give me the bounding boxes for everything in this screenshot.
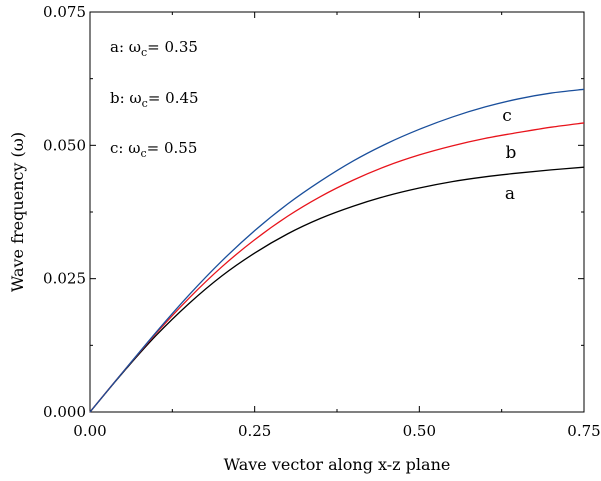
curve-label-c: c bbox=[502, 106, 512, 126]
legend-entry-c: c: ωc= 0.55 bbox=[110, 139, 197, 160]
x-tick-label: 0.00 bbox=[73, 422, 106, 440]
curve-label-b: b bbox=[506, 143, 517, 163]
x-axis-label: Wave vector along x-z plane bbox=[224, 455, 451, 474]
y-tick-label: 0.050 bbox=[43, 136, 86, 154]
x-tick-label: 0.50 bbox=[403, 422, 436, 440]
y-axis-label: Wave frequency (ω) bbox=[8, 132, 27, 292]
series-line-a bbox=[89, 166, 585, 413]
legend-entry-b: b: ωc= 0.45 bbox=[110, 89, 199, 110]
x-tick-label: 0.25 bbox=[238, 422, 271, 440]
y-tick-label: 0.025 bbox=[43, 270, 86, 288]
series-line-c bbox=[89, 88, 585, 413]
x-tick-label: 0.75 bbox=[567, 422, 600, 440]
legend-entry-a: a: ωc= 0.35 bbox=[110, 38, 198, 59]
series-line-b bbox=[89, 122, 585, 413]
curve-label-a: a bbox=[505, 184, 515, 204]
y-tick-label: 0.000 bbox=[43, 403, 86, 421]
y-tick-label: 0.075 bbox=[43, 3, 86, 21]
